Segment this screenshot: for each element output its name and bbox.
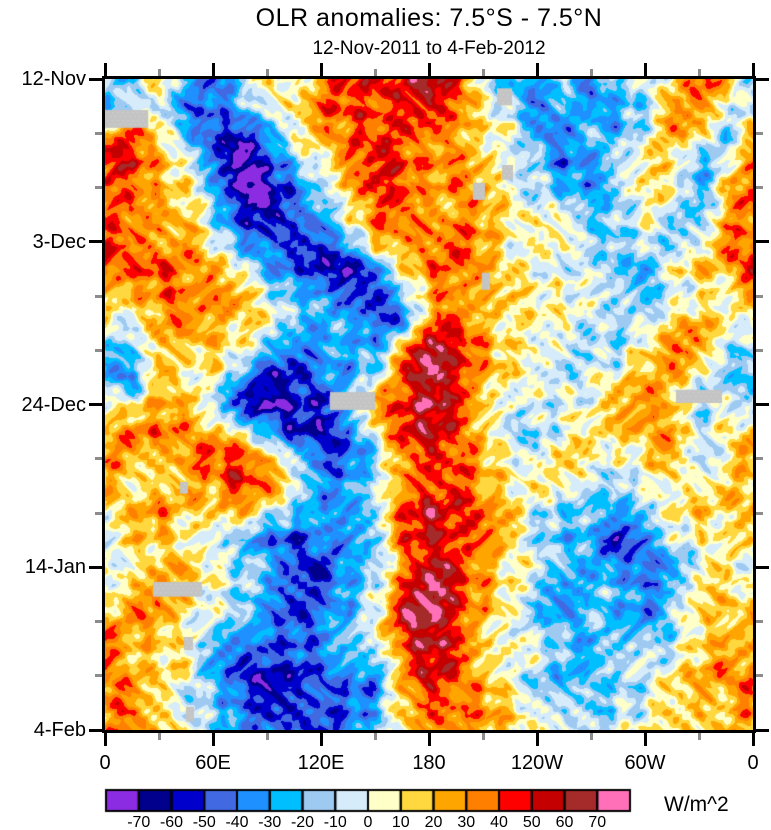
x-major-tick <box>211 63 215 76</box>
colorbar-value-label: 10 <box>391 814 410 830</box>
colorbar-value-label: -10 <box>323 814 347 830</box>
x-major-tick <box>211 733 215 746</box>
hovmoller-field-canvas <box>105 79 753 730</box>
y-minor-tick <box>756 511 763 515</box>
y-minor-tick <box>756 131 763 135</box>
y-minor-tick <box>95 674 102 678</box>
x-axis-tick-label: 120E <box>297 752 345 774</box>
y-axis-tick-label: 12-Nov <box>21 68 86 90</box>
x-minor-tick <box>373 733 377 740</box>
y-major-tick <box>89 728 102 732</box>
y-minor-tick <box>95 620 102 623</box>
y-minor-tick <box>95 294 102 298</box>
x-major-tick <box>319 63 323 76</box>
x-axis-tick-label: 60W <box>624 752 666 774</box>
y-axis-tick-label: 24-Dec <box>21 393 86 416</box>
x-major-tick <box>427 63 431 76</box>
y-minor-tick <box>756 294 763 298</box>
y-minor-tick <box>756 457 763 461</box>
colorbar-value-label: -60 <box>159 814 184 830</box>
x-major-tick <box>319 733 323 746</box>
y-major-tick <box>89 403 102 406</box>
colorbar-value-label: -30 <box>258 814 282 830</box>
y-axis-tick-label: 4-Feb <box>33 719 86 741</box>
y-minor-tick <box>95 348 102 352</box>
y-minor-tick <box>756 674 763 678</box>
x-minor-tick <box>157 733 161 740</box>
y-minor-tick <box>95 511 102 515</box>
x-minor-tick <box>265 69 269 76</box>
colorbar-value-label: -50 <box>192 814 216 830</box>
x-major-tick <box>535 63 539 76</box>
colorbar-value-label: -70 <box>127 814 151 830</box>
colorbar-canvas <box>104 788 632 815</box>
y-axis-tick-label: 14-Jan <box>24 556 86 579</box>
x-minor-tick <box>589 69 593 76</box>
x-major-tick <box>103 733 107 746</box>
y-minor-tick <box>756 620 763 623</box>
x-minor-tick <box>481 69 485 76</box>
colorbar-value-label: -40 <box>225 814 249 830</box>
y-minor-tick <box>95 131 102 135</box>
y-major-tick <box>89 565 102 569</box>
y-minor-tick <box>756 348 763 352</box>
x-major-tick <box>751 733 755 746</box>
x-major-tick <box>535 733 539 746</box>
plot-frame <box>102 76 756 733</box>
x-minor-tick <box>697 69 701 76</box>
colorbar-value-label: -20 <box>290 814 315 830</box>
y-axis-tick-label: 3-Dec <box>32 230 86 253</box>
y-major-tick <box>89 77 102 81</box>
colorbar-value-label: 0 <box>363 814 373 830</box>
x-minor-tick <box>589 733 593 740</box>
x-axis-tick-label: 60E <box>195 752 231 774</box>
x-major-tick <box>103 63 107 76</box>
y-major-tick <box>756 240 769 244</box>
colorbar-value-label: 40 <box>490 814 508 830</box>
x-major-tick <box>427 733 431 746</box>
x-minor-tick <box>265 733 269 740</box>
x-axis-tick-label: 0 <box>99 752 111 774</box>
x-minor-tick <box>697 733 701 740</box>
x-major-tick <box>751 63 755 76</box>
y-major-tick <box>756 728 769 732</box>
y-minor-tick <box>756 186 763 189</box>
y-minor-tick <box>95 457 102 461</box>
x-major-tick <box>643 63 647 76</box>
colorbar-value-label: 30 <box>457 814 476 830</box>
y-major-tick <box>756 403 769 406</box>
colorbar-unit-label: W/m^2 <box>664 793 729 816</box>
chart-title: OLR anomalies: 7.5°S - 7.5°N <box>255 4 603 32</box>
x-minor-tick <box>373 69 377 76</box>
x-major-tick <box>643 733 647 746</box>
x-axis-tick-label: 120W <box>510 752 564 774</box>
colorbar-value-label: 20 <box>424 814 443 830</box>
colorbar-value-label: 50 <box>522 814 541 830</box>
y-major-tick <box>89 240 102 244</box>
x-axis-tick-label: 0 <box>747 752 759 774</box>
x-axis-tick-label: 180 <box>412 752 446 774</box>
x-minor-tick <box>157 69 161 76</box>
chart-subtitle: 12-Nov-2011 to 4-Feb-2012 <box>312 38 546 59</box>
colorbar-value-label: 60 <box>555 814 574 830</box>
y-major-tick <box>756 77 769 81</box>
x-minor-tick <box>481 733 485 740</box>
y-major-tick <box>756 565 769 569</box>
colorbar-value-label: 70 <box>588 814 607 830</box>
y-minor-tick <box>95 186 102 189</box>
